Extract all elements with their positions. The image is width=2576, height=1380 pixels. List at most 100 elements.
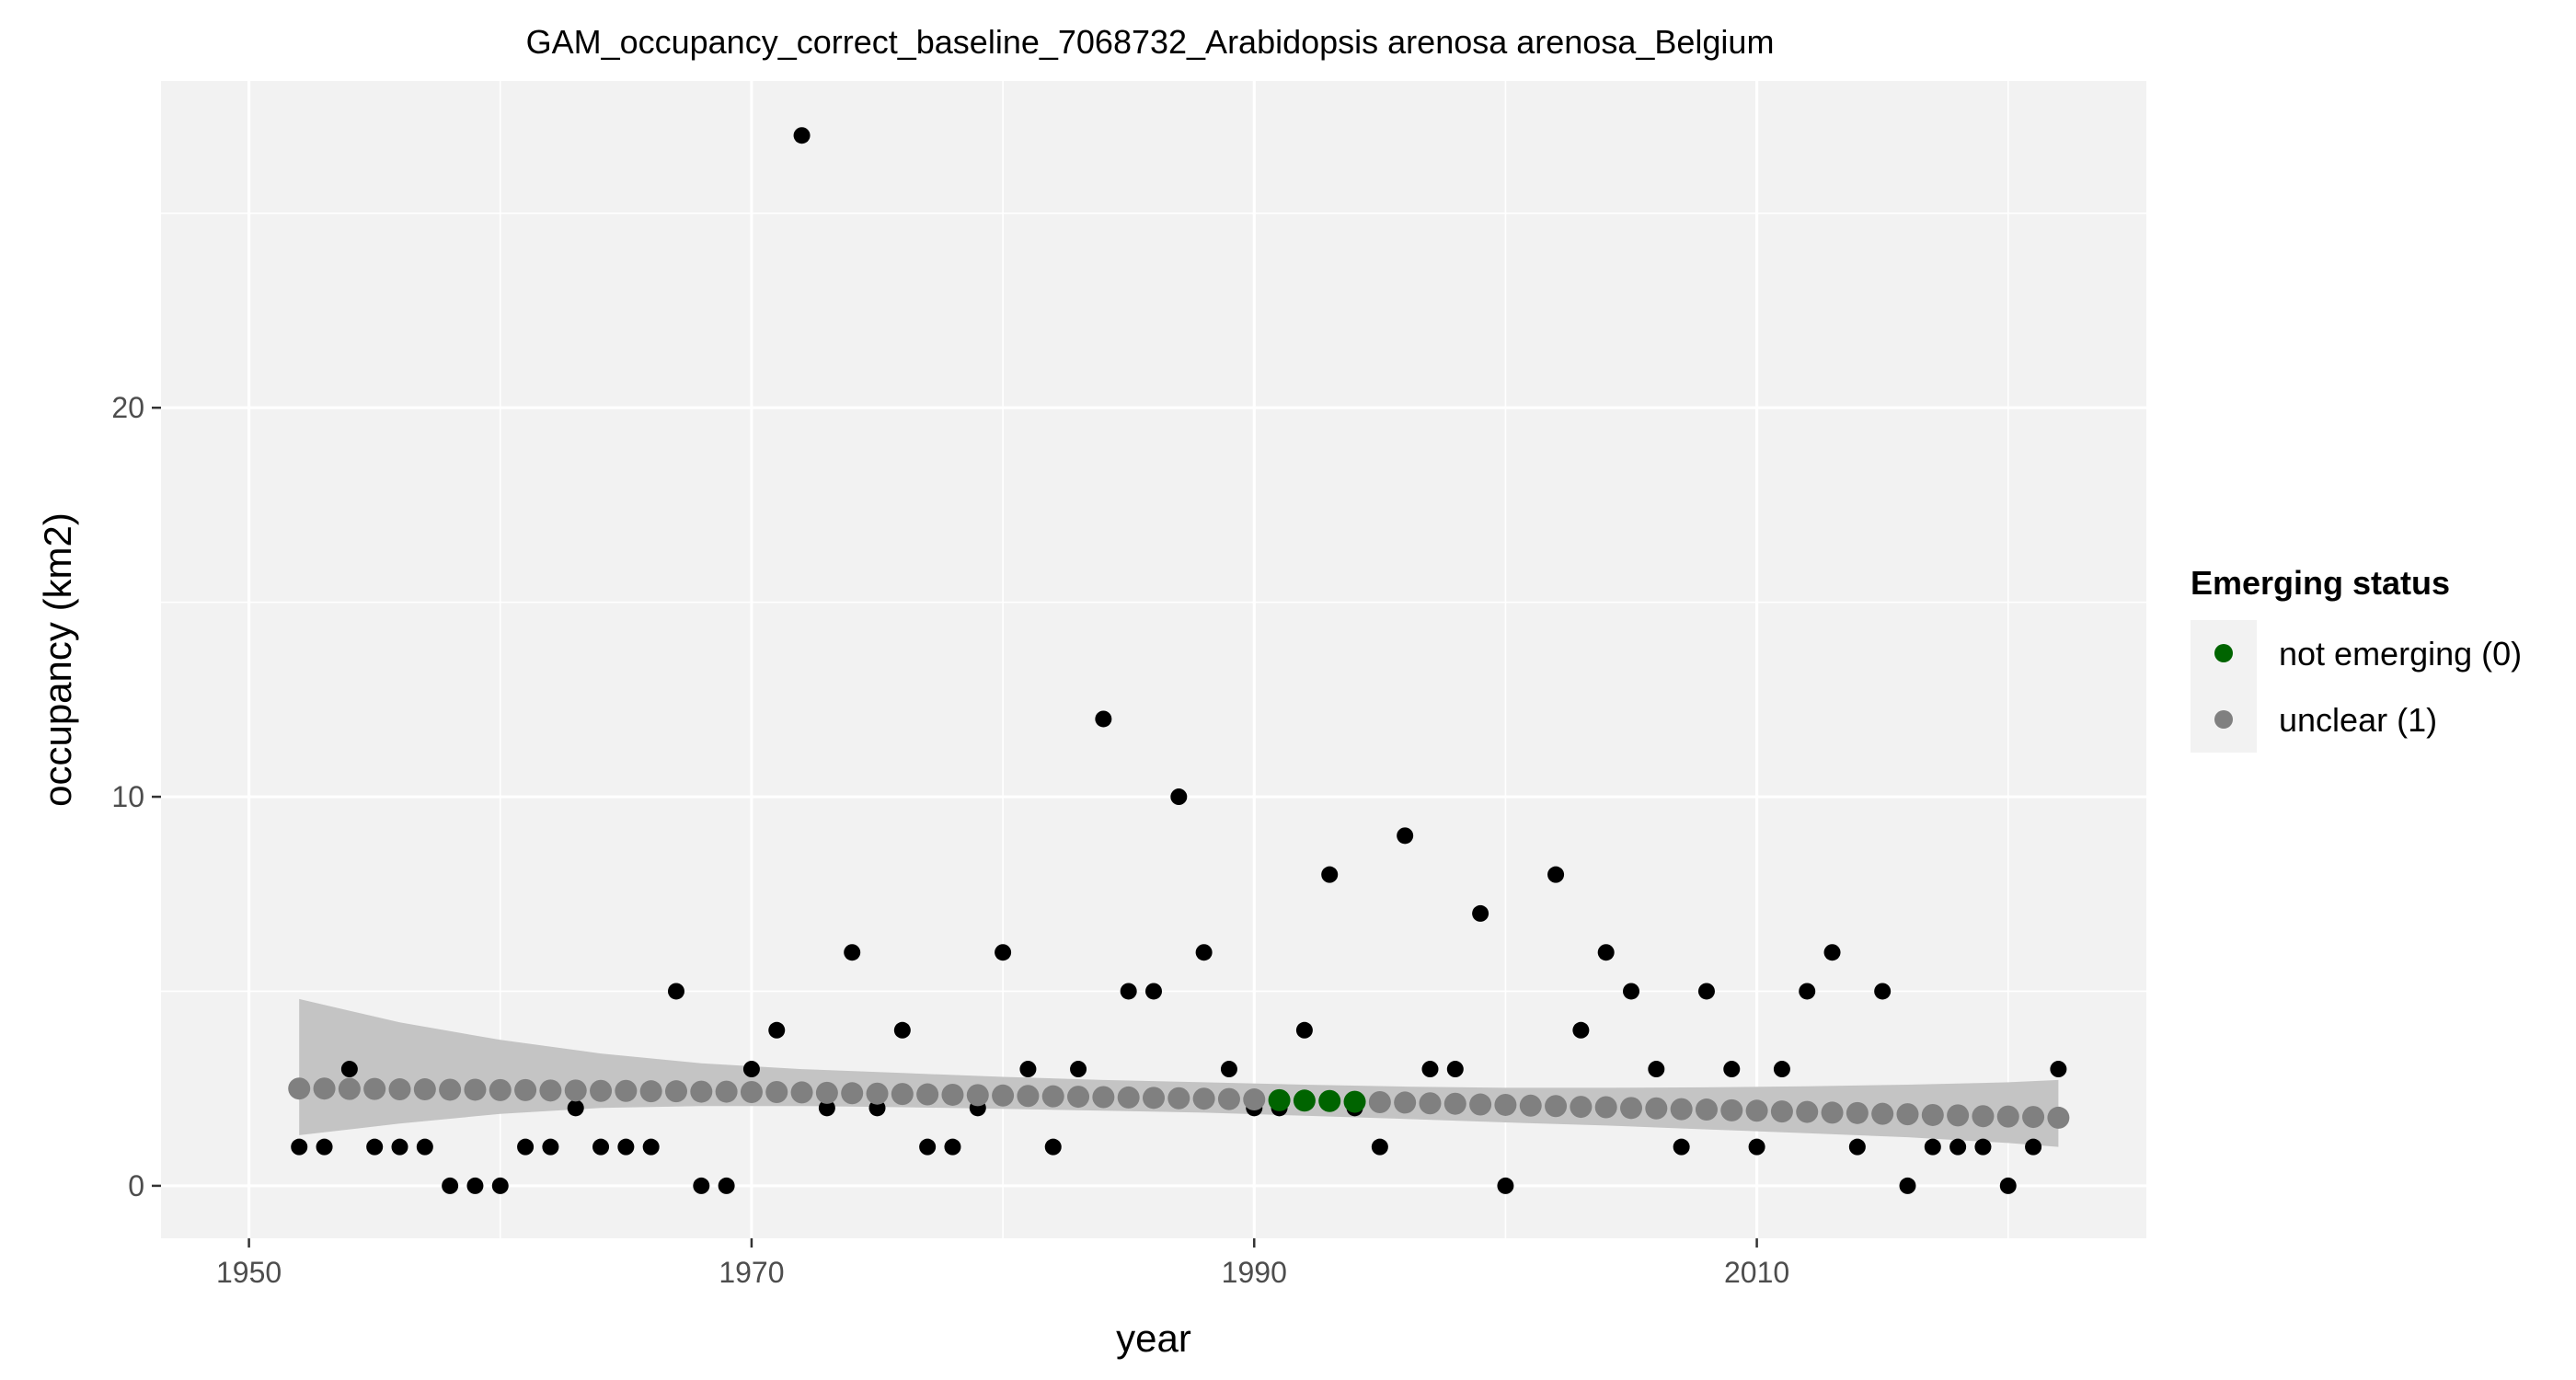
fitted-point-unclear — [1720, 1098, 1743, 1121]
fitted-point-unclear — [464, 1078, 487, 1101]
observed-point — [1446, 1061, 1464, 1078]
fitted-point-unclear — [1192, 1087, 1215, 1110]
observed-point — [491, 1177, 509, 1194]
observed-point — [944, 1138, 961, 1156]
fitted-point-unclear — [439, 1078, 462, 1101]
observed-point — [642, 1138, 660, 1156]
observed-point — [1572, 1021, 1590, 1039]
fitted-point-unclear — [815, 1081, 838, 1104]
fitted-point-unclear — [916, 1083, 939, 1106]
observed-point — [316, 1138, 333, 1156]
observed-point — [844, 944, 861, 961]
fitted-point-not-emerging — [1318, 1089, 1341, 1112]
fitted-point-unclear — [1067, 1086, 1090, 1109]
fitted-point-unclear — [1217, 1087, 1240, 1110]
x-tick-label: 1970 — [719, 1256, 784, 1289]
observed-point — [1220, 1061, 1237, 1078]
observed-point — [291, 1138, 308, 1156]
fitted-point-unclear — [1545, 1095, 1568, 1118]
chart-title: GAM_occupancy_correct_baseline_7068732_A… — [526, 23, 1775, 61]
fitted-point-unclear — [1670, 1098, 1693, 1121]
minor-gridlines — [161, 81, 2146, 1238]
fitted-point-unclear — [1443, 1092, 1466, 1115]
fitted-points — [288, 1077, 2070, 1129]
observed-point — [1497, 1177, 1514, 1194]
fitted-point-unclear — [1117, 1086, 1140, 1109]
fitted-point-unclear — [639, 1080, 662, 1103]
fitted-point-unclear — [590, 1079, 613, 1102]
observed-point — [1070, 1061, 1087, 1078]
x-tick-label: 1950 — [216, 1256, 282, 1289]
fitted-point-unclear — [715, 1080, 738, 1103]
fitted-point-unclear — [941, 1083, 964, 1106]
fitted-point-unclear — [1494, 1093, 1517, 1116]
observed-point — [1321, 866, 1339, 883]
observed-point — [1120, 983, 1137, 1000]
observed-point — [1773, 1061, 1790, 1078]
fitted-point-unclear — [413, 1078, 436, 1101]
fitted-point-unclear — [1519, 1094, 1542, 1117]
observed-point — [567, 1099, 584, 1117]
confidence-band — [299, 998, 2059, 1147]
observed-point — [542, 1138, 559, 1156]
fitted-point-unclear — [1770, 1100, 1793, 1123]
fitted-point-unclear — [866, 1082, 889, 1105]
observed-point — [1597, 944, 1615, 961]
observed-point — [1848, 1138, 1866, 1156]
fitted-point-unclear — [1871, 1102, 1894, 1125]
fitted-point-unclear — [489, 1078, 512, 1101]
observed-point — [1195, 944, 1213, 961]
fitted-point-unclear — [1469, 1093, 1492, 1116]
observed-point — [1547, 866, 1565, 883]
observed-point — [517, 1138, 535, 1156]
fitted-point-unclear — [1092, 1086, 1115, 1109]
fitted-point-unclear — [1645, 1097, 1668, 1120]
fitted-point-unclear — [363, 1077, 386, 1100]
fitted-point-unclear — [765, 1081, 788, 1104]
observed-point — [1748, 1138, 1765, 1156]
observed-point — [818, 1099, 835, 1117]
fitted-point-unclear — [992, 1084, 1015, 1107]
observed-point — [1799, 983, 1816, 1000]
observed-point — [893, 1021, 911, 1039]
observed-point — [466, 1177, 484, 1194]
observed-point — [617, 1138, 635, 1156]
observed-point — [693, 1177, 710, 1194]
x-axis: 1950 1970 1990 2010 — [216, 1238, 1789, 1289]
fitted-point-unclear — [1896, 1103, 1919, 1126]
observed-point — [416, 1138, 433, 1156]
observed-point — [592, 1138, 610, 1156]
fitted-point-not-emerging — [1268, 1088, 1291, 1111]
observed-point — [1823, 944, 1841, 961]
observed-point — [1899, 1177, 1916, 1194]
observed-point — [1723, 1061, 1741, 1078]
observed-point — [995, 944, 1012, 961]
x-tick-label: 2010 — [1724, 1256, 1789, 1289]
observed-point — [1170, 788, 1188, 806]
observed-point — [1697, 983, 1715, 1000]
observed-points — [291, 127, 2067, 1194]
observed-point — [1019, 1061, 1037, 1078]
fitted-point-unclear — [288, 1077, 311, 1100]
fitted-point-unclear — [664, 1080, 687, 1103]
legend-title: Emerging status — [2191, 564, 2450, 602]
observed-point — [1949, 1138, 1967, 1156]
fitted-point-unclear — [841, 1082, 864, 1105]
y-tick-label: 0 — [128, 1169, 144, 1202]
observed-point — [1974, 1138, 1992, 1156]
fitted-point-unclear — [1143, 1087, 1165, 1110]
observed-point — [667, 983, 684, 1000]
fitted-point-unclear — [1947, 1104, 1970, 1127]
observed-point — [742, 1061, 760, 1078]
fitted-point-unclear — [1368, 1091, 1391, 1113]
observed-point — [1397, 827, 1414, 845]
fitted-point-unclear — [615, 1079, 638, 1102]
observed-point — [1648, 1061, 1665, 1078]
observed-point — [1421, 1061, 1439, 1078]
fitted-point-unclear — [966, 1084, 989, 1107]
legend: Emerging status not emerging (0) unclear… — [2191, 564, 2522, 753]
observed-point — [1623, 983, 1640, 1000]
fitted-point-unclear — [891, 1083, 914, 1106]
fitted-point-unclear — [1821, 1101, 1844, 1124]
